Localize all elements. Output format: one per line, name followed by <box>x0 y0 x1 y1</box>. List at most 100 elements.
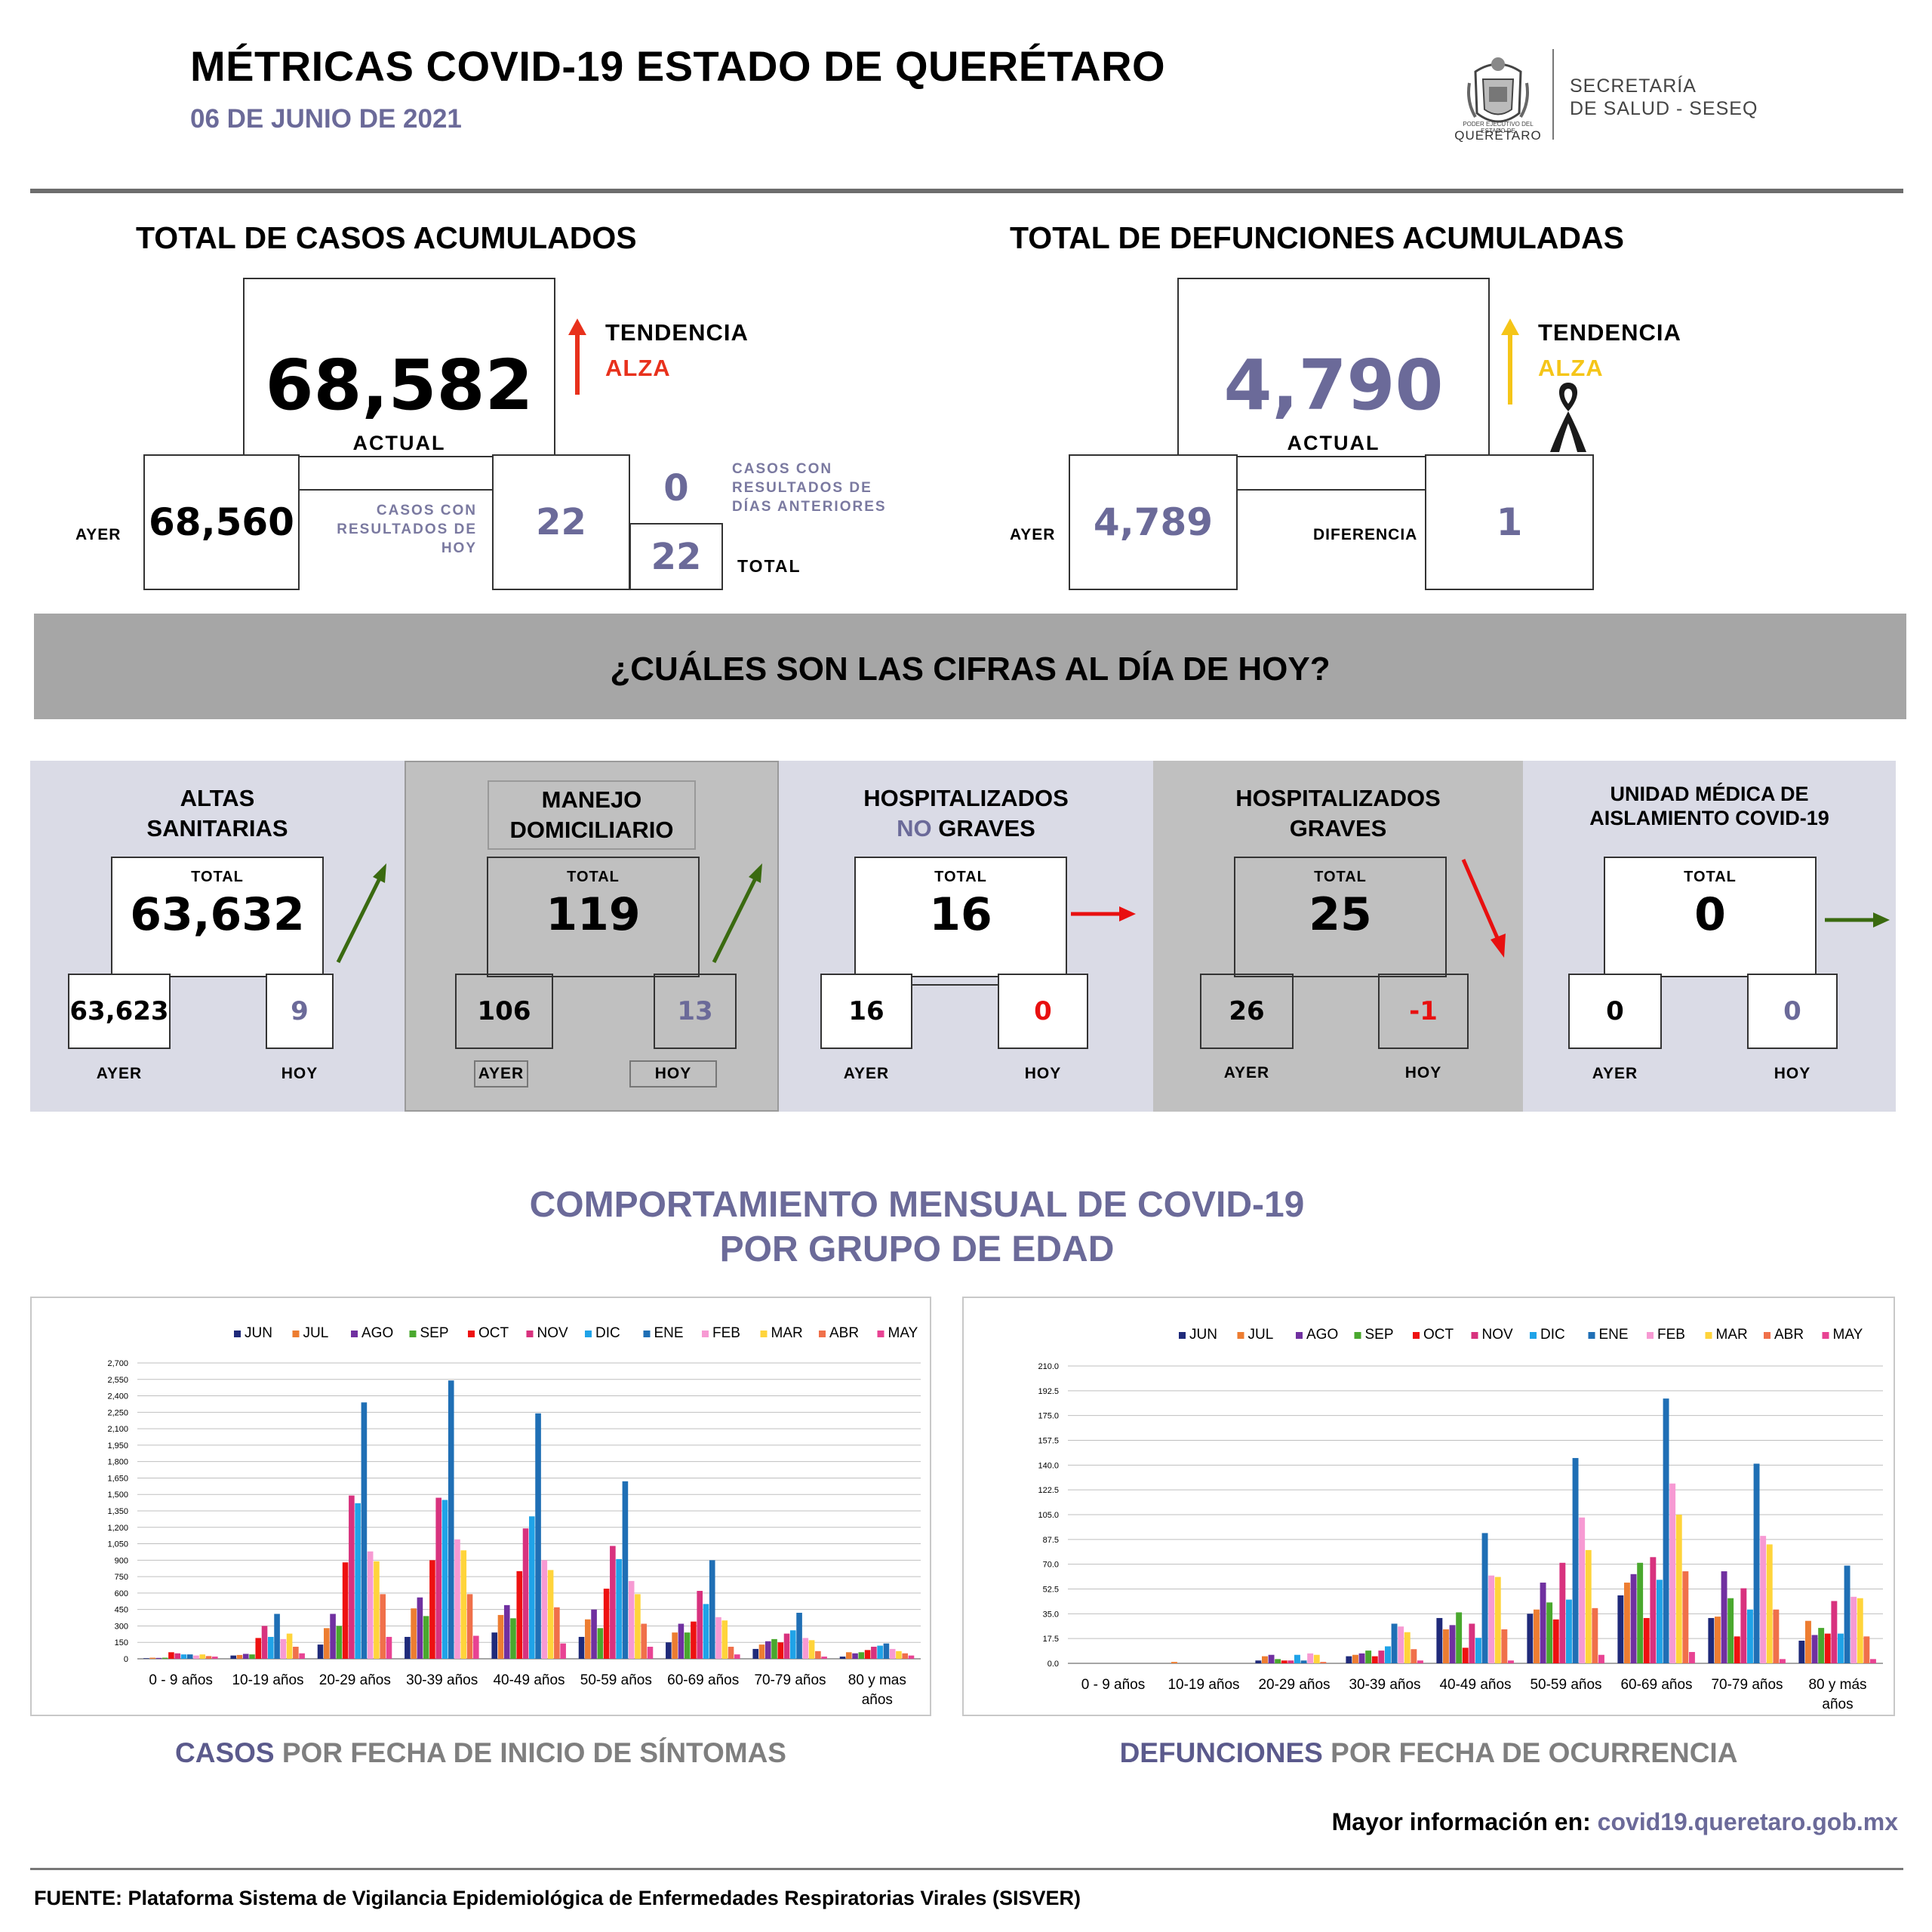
bar <box>802 1638 809 1659</box>
legend-swatch <box>1354 1332 1361 1339</box>
ayer-label: AYER <box>474 1060 528 1088</box>
defunciones-actual-label: ACTUAL <box>1287 431 1380 454</box>
legend-swatch <box>234 1331 241 1337</box>
bar <box>1346 1656 1352 1663</box>
defunciones-connector <box>1238 489 1426 491</box>
y-tick-label: 175.0 <box>1038 1412 1059 1421</box>
bar <box>268 1636 274 1659</box>
legend-label: ENE <box>654 1325 684 1341</box>
bar <box>460 1550 467 1659</box>
mourning-ribbon-icon <box>1550 383 1586 452</box>
total-label: TOTAL <box>934 869 987 885</box>
bar <box>734 1654 740 1659</box>
bar <box>1747 1609 1753 1663</box>
defunciones-diferencia-box: 1 <box>1425 454 1594 590</box>
category-label: 20-29 años <box>1258 1677 1330 1693</box>
bar <box>1391 1623 1398 1663</box>
defunciones-ayer-box: 4,789 <box>1069 454 1238 590</box>
legend-label: ENE <box>1599 1327 1629 1343</box>
bar <box>1313 1654 1320 1663</box>
legend-swatch <box>760 1331 768 1337</box>
bar <box>249 1654 255 1659</box>
bar <box>777 1642 784 1659</box>
legend-label: FEB <box>1657 1327 1685 1343</box>
bar <box>896 1651 902 1659</box>
casos-ayer-label: AYER <box>75 526 122 543</box>
bar <box>1411 1649 1417 1663</box>
bar <box>1398 1626 1404 1663</box>
defunciones-trend-arrow-icon <box>1501 318 1519 405</box>
bar <box>205 1656 212 1659</box>
legend-label: JUN <box>245 1325 272 1341</box>
section-title-line1: COMPORTAMIENTO MENSUAL DE COVID-19 <box>529 1184 1305 1225</box>
casos-title: TOTAL DE CASOS ACUMULADOS <box>136 220 637 255</box>
bar <box>274 1614 280 1659</box>
bar <box>162 1657 168 1659</box>
bar <box>423 1616 429 1659</box>
bar <box>1287 1660 1294 1663</box>
bar <box>1669 1483 1676 1663</box>
legend-swatch <box>1705 1332 1712 1339</box>
bar <box>1508 1660 1514 1663</box>
bar <box>1657 1580 1663 1663</box>
legend-swatch <box>468 1331 475 1337</box>
bar <box>796 1613 802 1659</box>
bar <box>560 1643 566 1659</box>
y-tick-label: 35.0 <box>1043 1610 1059 1619</box>
bar <box>684 1632 691 1659</box>
bar <box>721 1620 728 1659</box>
bar <box>186 1654 193 1659</box>
more-info-link[interactable]: covid19.queretaro.gob.mx <box>1597 1808 1898 1835</box>
y-tick-label: 1,050 <box>107 1540 128 1549</box>
bar <box>386 1636 392 1659</box>
category-label: años <box>862 1692 893 1708</box>
bar <box>1462 1647 1469 1663</box>
bar <box>516 1571 523 1659</box>
y-tick-label: 300 <box>115 1622 128 1631</box>
panel-title-line2: DOMICILIARIO <box>509 817 674 843</box>
bar <box>1275 1659 1281 1663</box>
bar <box>1727 1598 1734 1663</box>
bar <box>1294 1654 1300 1663</box>
bar <box>324 1628 330 1659</box>
bar <box>367 1551 374 1659</box>
page-title: MÉTRICAS COVID-19 ESTADO DE QUERÉTARO <box>190 42 1166 90</box>
bar <box>1378 1651 1385 1663</box>
total-box: TOTAL 0 <box>1604 857 1817 977</box>
bar <box>764 1641 771 1659</box>
bar <box>1863 1636 1870 1663</box>
category-label: 60-69 años <box>1620 1677 1692 1693</box>
ayer-box: 106 <box>455 974 553 1049</box>
legend-swatch <box>702 1331 709 1337</box>
bar <box>355 1503 361 1659</box>
bar <box>597 1628 604 1659</box>
bar <box>1527 1614 1534 1663</box>
hoy-label: HOY <box>1404 1064 1442 1081</box>
bar <box>616 1558 622 1659</box>
legend-label: OCT <box>1423 1327 1454 1343</box>
hoy-label: HOY <box>629 1060 717 1088</box>
bar <box>815 1651 821 1659</box>
legend-label: MAY <box>888 1325 918 1341</box>
bar <box>293 1647 299 1659</box>
bar <box>1857 1598 1863 1663</box>
total-box: TOTAL 16 <box>854 857 1067 977</box>
trend-up-arrow-icon <box>336 863 386 964</box>
y-tick-label: 2,550 <box>107 1376 128 1385</box>
ayer-box: 26 <box>1200 974 1294 1049</box>
y-tick-label: 0 <box>124 1655 128 1664</box>
category-label: 70-79 años <box>1711 1677 1783 1693</box>
bar <box>1663 1398 1669 1663</box>
graves-word: GRAVES <box>931 815 1035 841</box>
y-tick-label: 17.5 <box>1043 1635 1059 1644</box>
bar <box>317 1644 324 1659</box>
category-label: 10-19 años <box>1168 1677 1239 1693</box>
bar <box>578 1636 585 1659</box>
ayer-label: AYER <box>1223 1064 1270 1081</box>
bar <box>1585 1549 1592 1663</box>
bar <box>635 1594 641 1659</box>
trend-down-arrow-icon <box>1461 859 1506 958</box>
legend-swatch <box>1530 1332 1537 1339</box>
bar <box>1579 1517 1586 1663</box>
bar <box>728 1647 734 1659</box>
